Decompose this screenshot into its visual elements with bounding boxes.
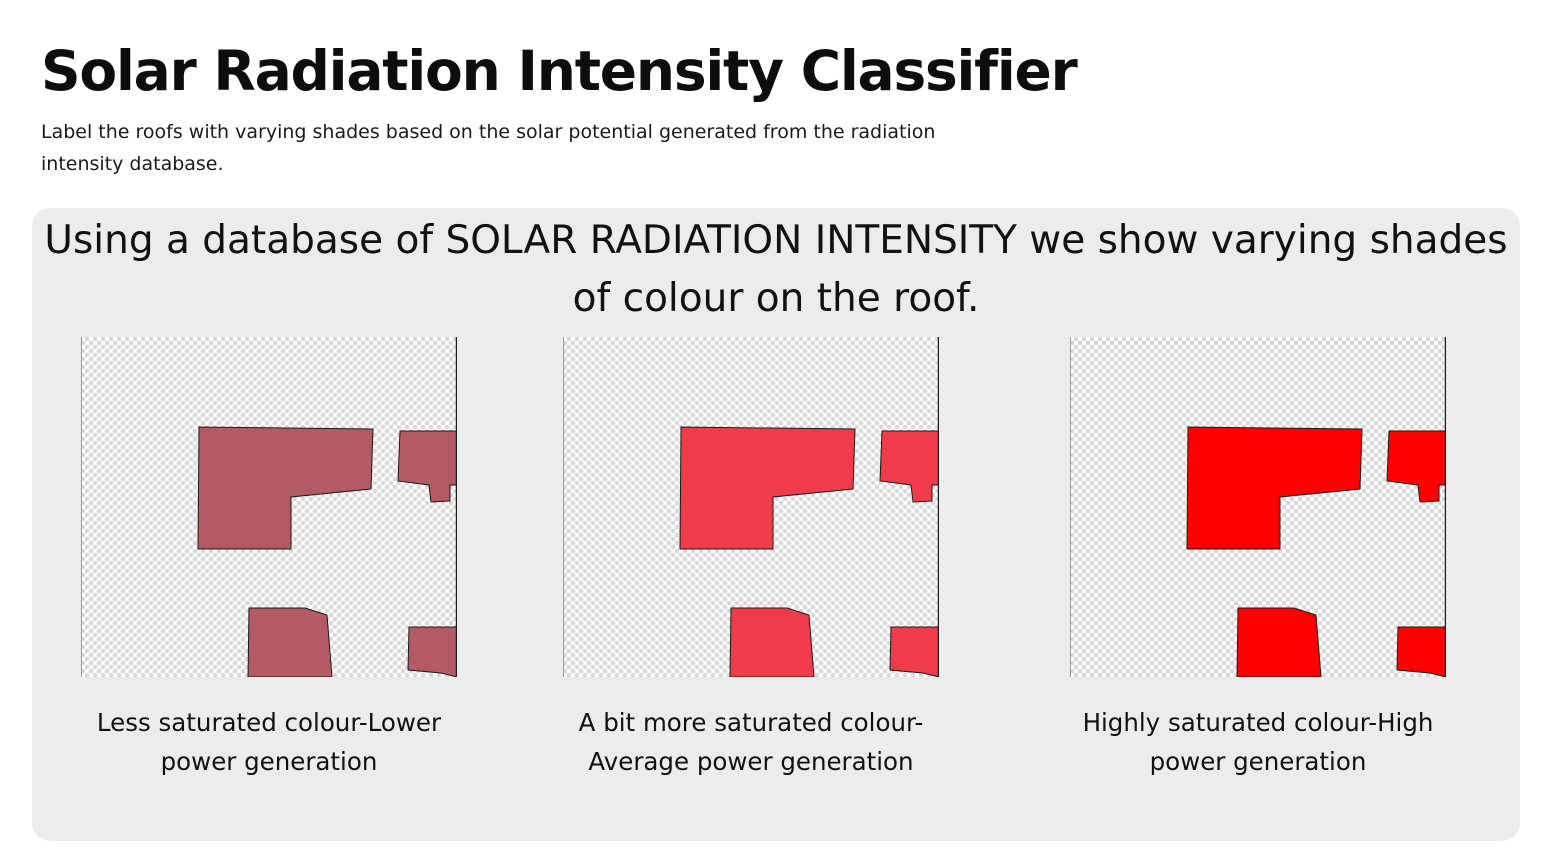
caption-low: Less saturated colour-Lower power genera…: [96, 708, 442, 776]
roof-right-top: [879, 430, 939, 503]
roof-bottom-left: [1236, 607, 1322, 677]
roof-card-low: Less saturated colour-Lower power genera…: [81, 337, 457, 781]
roof-card-high: Highly saturated colour-High power gener…: [1070, 337, 1446, 781]
roof-image-low: [81, 337, 457, 677]
classifier-panel: Using a database of SOLAR RADIATION INTE…: [32, 208, 1520, 841]
roof-bottom-right: [1396, 626, 1446, 677]
page-header: Solar Radiation Intensity Classifier Lab…: [41, 38, 1078, 180]
roof-bottom-left: [247, 607, 333, 677]
roof-main-building: [197, 426, 374, 550]
roof-right-top: [1386, 430, 1446, 503]
roof-right-top: [397, 430, 457, 503]
panel-heading: Using a database of SOLAR RADIATION INTE…: [44, 218, 1508, 321]
roof-image-average: [563, 337, 939, 677]
roof-card-average: A bit more saturated colour-Average powe…: [563, 337, 939, 781]
roof-bottom-left: [729, 607, 815, 677]
roof-bottom-right: [889, 626, 939, 677]
page-subtitle: Label the roofs with varying shades base…: [41, 121, 936, 175]
roof-image-high: [1070, 337, 1446, 677]
caption-average: A bit more saturated colour-Average powe…: [578, 708, 924, 776]
caption-high: Highly saturated colour-High power gener…: [1082, 708, 1434, 776]
page-title: Solar Radiation Intensity Classifier: [41, 39, 1078, 103]
roof-bottom-right: [407, 626, 457, 677]
roof-main-building: [679, 426, 856, 550]
roof-main-building: [1186, 426, 1363, 550]
